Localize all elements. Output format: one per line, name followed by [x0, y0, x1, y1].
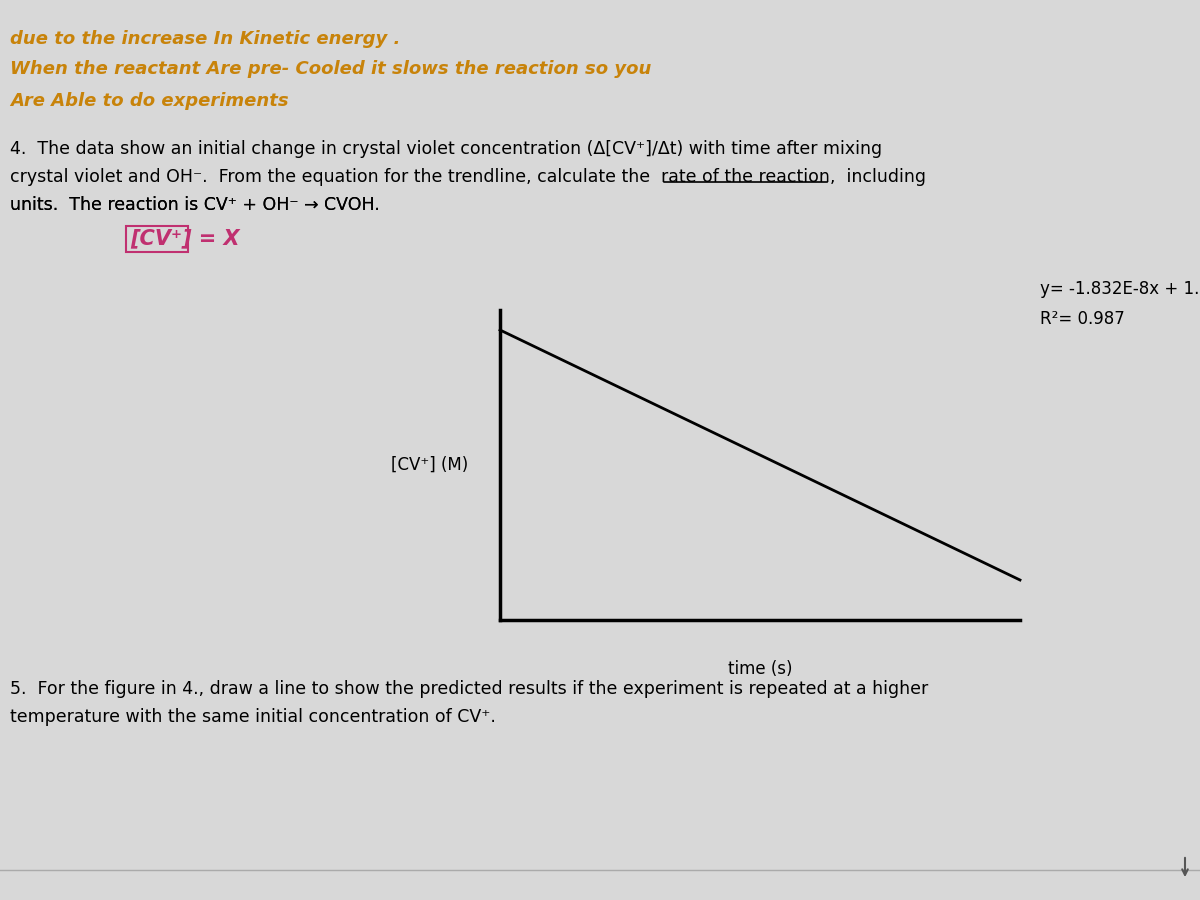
Text: R²= 0.987: R²= 0.987	[1040, 310, 1124, 328]
Text: rate of the reaction: rate of the reaction	[661, 168, 830, 186]
Text: units.  The reaction is CV⁺ + OH⁻ → CVOH.: units. The reaction is CV⁺ + OH⁻ → CVOH.	[10, 196, 380, 214]
Text: Are Able to do experiments: Are Able to do experiments	[10, 92, 289, 110]
Text: 5.  For the figure in 4., draw a line to show the predicted results if the exper: 5. For the figure in 4., draw a line to …	[10, 680, 929, 698]
Text: y= -1.832E-8x + 1.013E-5: y= -1.832E-8x + 1.013E-5	[1040, 280, 1200, 298]
Text: temperature with the same initial concentration of CV⁺.: temperature with the same initial concen…	[10, 708, 496, 726]
Text: time (s): time (s)	[727, 660, 792, 678]
Text: [CV⁺] = X: [CV⁺] = X	[130, 228, 240, 248]
Text: 4.  The data show an initial change in crystal violet concentration (Δ[CV⁺]/Δt) : 4. The data show an initial change in cr…	[10, 140, 882, 158]
Text: due to the increase In Kinetic energy .: due to the increase In Kinetic energy .	[10, 30, 401, 48]
Text: When the reactant Are pre- Cooled it slows the reaction so you: When the reactant Are pre- Cooled it slo…	[10, 60, 652, 78]
Text: [CV⁺] (M): [CV⁺] (M)	[391, 456, 469, 474]
Text: ,  including: , including	[830, 168, 926, 186]
Text: units.  The reaction is CV⁺ + OH⁻ → CVOH.: units. The reaction is CV⁺ + OH⁻ → CVOH.	[10, 196, 380, 214]
Text: crystal violet and OH⁻.  From the equation for the trendline, calculate the: crystal violet and OH⁻. From the equatio…	[10, 168, 661, 186]
